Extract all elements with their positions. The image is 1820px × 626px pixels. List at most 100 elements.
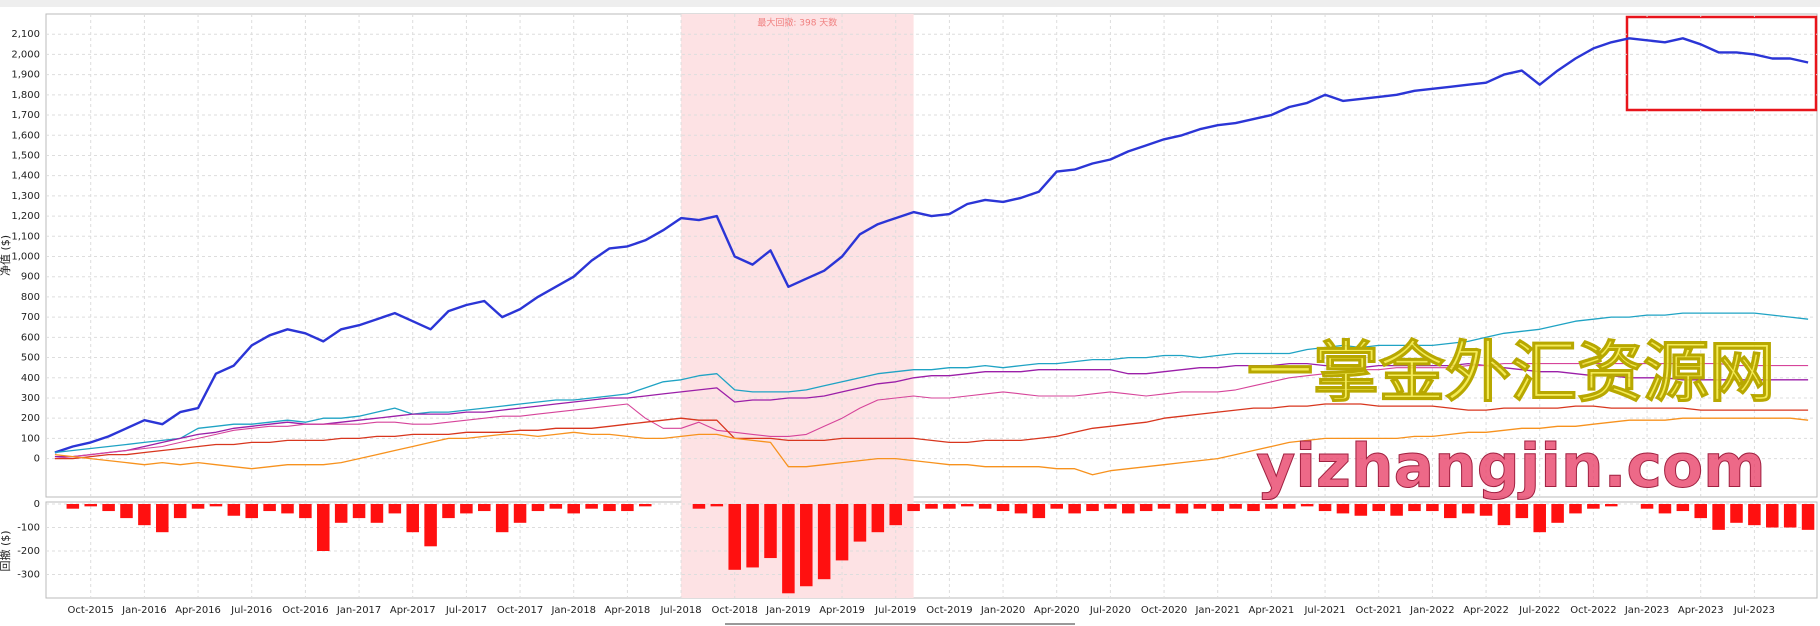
x-tick-label: Oct-2019 bbox=[926, 605, 972, 616]
x-tick-label: Jul-2016 bbox=[230, 605, 272, 616]
drawdown-bar bbox=[66, 504, 80, 509]
x-tick-label: Oct-2017 bbox=[497, 605, 543, 616]
drawdown-bar bbox=[764, 504, 777, 559]
y-tick-label: 100 bbox=[21, 433, 40, 444]
x-tick-label: Oct-2016 bbox=[282, 605, 328, 616]
y-tick-label: 0 bbox=[34, 454, 40, 465]
y-tick-label: 1,400 bbox=[11, 171, 40, 182]
y-tick-label: 0 bbox=[34, 499, 40, 510]
drawdown-bar bbox=[299, 504, 312, 519]
drawdown-bar bbox=[138, 504, 151, 526]
watermark: 一掌金外汇资源网 bbox=[1247, 334, 1775, 411]
x-tick-label: Jan-2022 bbox=[1409, 605, 1454, 616]
drawdown-bar bbox=[1408, 504, 1421, 512]
drawdown-bar bbox=[1354, 504, 1368, 516]
y-tick-label: 500 bbox=[21, 353, 40, 364]
annotation: 最大回撤: 398 天数 bbox=[757, 17, 837, 29]
drawdown-bar bbox=[1014, 504, 1028, 514]
y-tick-label: 1,100 bbox=[11, 231, 40, 242]
drawdown-bar bbox=[925, 504, 938, 509]
x-tick-label: Oct-2020 bbox=[1141, 605, 1187, 616]
drawdown-bar bbox=[388, 504, 402, 514]
drawdown-bar bbox=[871, 504, 885, 533]
drawdown-bar bbox=[460, 504, 473, 514]
drawdown-bar bbox=[1336, 504, 1350, 514]
x-tick-label: Oct-2022 bbox=[1570, 605, 1616, 616]
y-tick-label: 1,000 bbox=[11, 252, 40, 263]
drawdown-bar bbox=[817, 504, 831, 580]
drawdown-bar bbox=[1122, 504, 1135, 514]
drawdown-bar bbox=[1533, 504, 1546, 533]
drawdown-bar bbox=[370, 504, 384, 523]
drawdown-bar bbox=[1766, 504, 1779, 528]
drawdown-bar bbox=[1801, 504, 1815, 530]
drawdown-bar bbox=[1068, 504, 1081, 514]
drawdown-bar bbox=[120, 504, 133, 519]
drawdown-bar bbox=[1658, 504, 1672, 514]
y-tick-label: 200 bbox=[21, 413, 40, 424]
drawdown-bar bbox=[800, 504, 813, 587]
drawdown-bar bbox=[1139, 504, 1153, 512]
y-tick-label: 900 bbox=[21, 272, 40, 283]
x-tick-label: Apr-2016 bbox=[175, 605, 221, 616]
x-tick-label: Oct-2015 bbox=[68, 605, 114, 616]
x-tick-label: Oct-2021 bbox=[1356, 605, 1402, 616]
y-tick-label: 1,600 bbox=[11, 130, 40, 141]
drawdown-bar bbox=[478, 504, 491, 512]
drawdown-bar bbox=[317, 504, 330, 551]
x-tick-label: Oct-2018 bbox=[712, 605, 758, 616]
x-tick-label: Jan-2019 bbox=[765, 605, 810, 616]
drawdown-bar bbox=[585, 504, 598, 509]
drawdown-bar bbox=[84, 504, 97, 507]
drawdown-bar bbox=[424, 504, 437, 547]
drawdown-bar bbox=[1640, 504, 1654, 509]
y-tick-label: 1,900 bbox=[11, 70, 40, 81]
drawdown-bar bbox=[889, 504, 902, 526]
drawdown-bar bbox=[156, 504, 169, 533]
y-tick-label: -200 bbox=[17, 546, 40, 557]
series-line bbox=[54, 37, 1809, 454]
y-tick-label: -300 bbox=[17, 570, 40, 581]
drawdown-period bbox=[681, 14, 914, 598]
y-tick-label: 600 bbox=[21, 332, 40, 343]
series-line bbox=[54, 363, 1809, 460]
drawdown-bar bbox=[1032, 504, 1046, 519]
drawdown-bar bbox=[710, 504, 724, 507]
drawdown-bar bbox=[1479, 504, 1493, 516]
drawdown-bar bbox=[1515, 504, 1529, 519]
x-tick-label: Apr-2018 bbox=[605, 605, 651, 616]
drawdown-bar bbox=[1300, 504, 1314, 507]
y-tick-label: -100 bbox=[17, 523, 40, 534]
series-line bbox=[54, 403, 1809, 460]
drawdown-bar bbox=[102, 504, 115, 512]
drawdown-bar bbox=[1569, 504, 1582, 514]
drawdown-bar bbox=[442, 504, 455, 519]
drawdown-bar bbox=[495, 504, 509, 533]
drawdown-bar bbox=[1372, 504, 1385, 512]
x-tick-label: Jul-2022 bbox=[1518, 605, 1560, 616]
drawdown-bar bbox=[1444, 504, 1457, 519]
drawdown-bar bbox=[621, 504, 634, 512]
y-tick-label: 1,200 bbox=[11, 211, 40, 222]
drawdown-bar bbox=[1461, 504, 1475, 514]
x-tick-label: Apr-2017 bbox=[390, 605, 436, 616]
y-tick-label: 2,100 bbox=[11, 29, 40, 40]
x-tick-label: Apr-2019 bbox=[819, 605, 865, 616]
drawdown-bar bbox=[1426, 504, 1439, 512]
drawdown-bar bbox=[907, 504, 920, 512]
x-tick-label: Jul-2018 bbox=[659, 605, 701, 616]
highlight-box bbox=[1625, 15, 1818, 112]
drawdown-bar bbox=[549, 504, 563, 509]
x-tick-label: Jan-2020 bbox=[980, 605, 1025, 616]
drawdown-bar bbox=[1783, 504, 1797, 528]
toolbar-strip bbox=[0, 0, 1820, 7]
drawdown-bar bbox=[567, 504, 580, 514]
y-tick-label: 2,000 bbox=[11, 49, 40, 60]
drawdown-bar bbox=[943, 504, 956, 509]
y-tick-label: 1,700 bbox=[11, 110, 40, 121]
drawdown-bar bbox=[1211, 504, 1224, 512]
drawdown-bar bbox=[961, 504, 974, 507]
y-tick-label: 300 bbox=[21, 393, 40, 404]
x-tick-label: Apr-2020 bbox=[1034, 605, 1080, 616]
